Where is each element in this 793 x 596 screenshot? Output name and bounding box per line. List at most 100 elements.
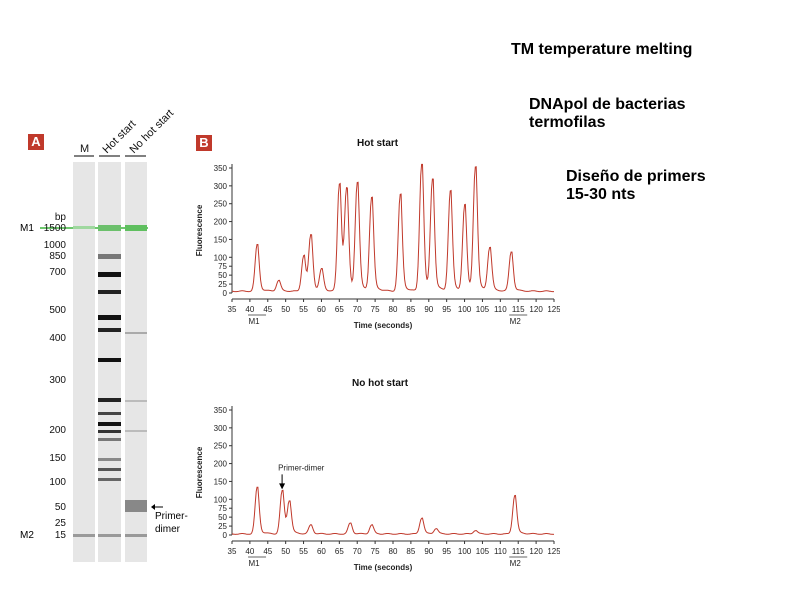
hot-x-tick-label: 90 — [424, 305, 433, 314]
nohot-y-tick-label: 250 — [214, 442, 228, 451]
band-hot — [98, 398, 121, 402]
hot-y-tick-label: 200 — [214, 218, 228, 227]
hot-y-tick-label: 250 — [214, 200, 228, 209]
nohot-series-line — [231, 486, 555, 535]
nohot-y-tick-label: 100 — [214, 495, 228, 504]
hot-series-line — [231, 163, 554, 293]
chart-nohot-title: No hot start — [352, 378, 409, 389]
nohot-x-tick-label: 45 — [263, 547, 272, 556]
nohot-annotation-label: Primer-dimer — [278, 463, 325, 472]
nohot-x-label: Time (seconds) — [354, 563, 413, 572]
nohot-x-tick-label: 65 — [335, 547, 344, 556]
gel-lane-nohot — [125, 162, 147, 562]
hot-x-tick-label: 60 — [317, 305, 326, 314]
nohot-x-tick-label: 75 — [371, 547, 380, 556]
hot-y-tick-label: 50 — [218, 271, 227, 280]
band-hot — [98, 438, 121, 441]
panel-b-badge: B — [196, 135, 212, 151]
nohot-x-tick-label: 100 — [458, 547, 472, 556]
band-nohot — [125, 400, 147, 402]
nohot-y-tick-label: 300 — [214, 424, 228, 433]
bp-label-150: 150 — [49, 453, 66, 464]
gel-image — [40, 155, 163, 562]
marker-m1-label: M1 — [20, 223, 34, 234]
bp-label-15: 15 — [54, 530, 66, 541]
band-m-15 — [73, 534, 95, 537]
hot-y-tick-label: 25 — [218, 280, 227, 289]
hot-x-tick-label: 40 — [245, 305, 254, 314]
band-hot — [98, 272, 121, 277]
marker-m2-label: M2 — [20, 530, 34, 541]
nohot-y-tick-label: 75 — [218, 504, 227, 513]
hot-x-tick-label: 75 — [371, 305, 380, 314]
nohot-marker-m1: M1 — [248, 559, 260, 568]
nohot-y-tick-label: 150 — [214, 477, 228, 486]
band-nohot-m1 — [125, 225, 147, 231]
nohot-y-label: Fluorescence — [195, 446, 204, 498]
note-dnapol-line2: termofilas — [529, 114, 606, 131]
band-hot — [98, 254, 121, 259]
band-nohot-primer-dimer — [125, 500, 147, 512]
nohot-x-tick-label: 35 — [228, 547, 237, 556]
band-hot — [98, 430, 121, 433]
hot-x-tick-label: 45 — [263, 305, 272, 314]
hot-y-tick-label: 0 — [223, 289, 228, 298]
panel-a-badge: A — [28, 134, 44, 150]
chart-hot-title: Hot start — [357, 138, 399, 149]
nohot-x-tick-label: 85 — [406, 547, 415, 556]
hot-y-tick-label: 100 — [214, 253, 228, 262]
hot-x-tick-label: 100 — [458, 305, 472, 314]
bp-unit-label: bp — [54, 212, 66, 223]
hot-y-tick-label: 150 — [214, 235, 228, 244]
nohot-x-tick-label: 40 — [245, 547, 254, 556]
nohot-marker-m2: M2 — [510, 559, 522, 568]
hot-x-label: Time (seconds) — [354, 321, 413, 330]
band-hot — [98, 478, 121, 481]
nohot-y-tick-label: 350 — [214, 406, 228, 415]
bp-label-1500: 1500 — [43, 223, 66, 234]
lane-title-m: M — [80, 143, 90, 155]
note-primers-line1: Diseño de primers — [566, 168, 706, 185]
hot-x-tick-label: 110 — [494, 305, 507, 314]
nohot-y-tick-label: 50 — [218, 513, 227, 522]
nohot-annotation-arrowhead — [279, 483, 286, 490]
note-primers-line2: 15-30 nts — [566, 186, 636, 203]
hot-x-tick-label: 120 — [529, 305, 543, 314]
hot-x-tick-label: 35 — [228, 305, 237, 314]
band-hot — [98, 422, 121, 426]
nohot-y-tick-label: 25 — [218, 522, 227, 531]
band-hot — [98, 468, 121, 471]
bp-label-25: 25 — [54, 518, 66, 529]
nohot-x-tick-label: 50 — [281, 547, 290, 556]
hot-y-tick-label: 75 — [218, 262, 227, 271]
band-m-1500 — [73, 226, 95, 229]
nohot-x-tick-label: 90 — [424, 547, 433, 556]
bp-label-200: 200 — [49, 425, 66, 436]
hot-y-tick-label: 350 — [214, 164, 228, 173]
primer-dimer-label-line2: dimer — [155, 524, 181, 535]
bp-label-50: 50 — [54, 502, 66, 513]
note-tm: TM temperature melting — [511, 41, 693, 58]
primer-dimer-arrowhead — [151, 504, 155, 510]
nohot-x-tick-label: 120 — [529, 547, 543, 556]
hot-y-tick-label: 300 — [214, 182, 228, 191]
bp-label-100: 100 — [49, 477, 66, 488]
band-hot — [98, 534, 121, 537]
nohot-y-tick-label: 0 — [223, 531, 228, 540]
nohot-x-tick-label: 110 — [494, 547, 507, 556]
gel-lane-m — [73, 162, 95, 562]
band-hot — [98, 458, 121, 461]
nohot-y-tick-label: 200 — [214, 460, 228, 469]
hot-x-tick-label: 50 — [281, 305, 290, 314]
hot-marker-m2: M2 — [510, 317, 522, 326]
hot-x-tick-label: 55 — [299, 305, 308, 314]
hot-x-tick-label: 85 — [406, 305, 415, 314]
band-nohot — [125, 430, 147, 432]
hot-x-tick-label: 125 — [547, 305, 560, 314]
bp-label-850: 850 — [49, 251, 66, 262]
nohot-x-tick-label: 60 — [317, 547, 326, 556]
band-hot-m1 — [98, 225, 121, 231]
hot-x-tick-label: 80 — [389, 305, 398, 314]
hot-x-tick-label: 70 — [353, 305, 362, 314]
